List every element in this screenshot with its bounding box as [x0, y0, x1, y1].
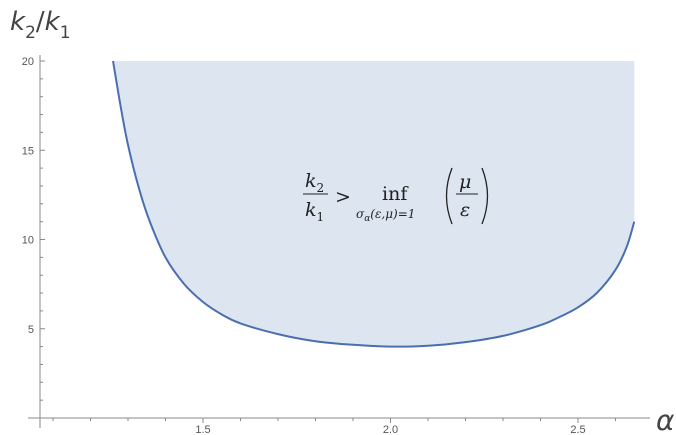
y-tick-label: 15: [22, 145, 34, 157]
y-tick-label: 20: [22, 56, 34, 68]
greater-than: >: [335, 186, 351, 208]
left-paren: [445, 167, 453, 225]
axis-ticks: 1.5 2.0 2.5 5 10 15 20: [22, 56, 616, 435]
x-tick-label: 2.0: [383, 424, 398, 435]
lhs-denominator: k1: [305, 199, 324, 224]
inf-operator: inf: [382, 183, 409, 205]
rhs-numerator: μ: [459, 171, 471, 193]
x-tick-label: 2.5: [570, 424, 585, 435]
boundary-curve: [112, 60, 636, 348]
x-tick-label: 1.5: [195, 424, 210, 435]
shaded-region: [113, 61, 635, 347]
y-tick-label: 10: [22, 235, 34, 247]
right-paren: [481, 167, 489, 225]
y-tick-label: 5: [28, 324, 34, 336]
rhs-denominator: ε: [460, 199, 470, 221]
x-axis-title: α: [656, 404, 675, 435]
lhs-numerator: k2: [305, 170, 324, 195]
y-axis-title: k2/k1: [10, 7, 71, 43]
inf-subscript: σα(ε,μ)=1: [356, 207, 415, 224]
inequality-annotation: k2 k1 > inf σα(ε,μ)=1 μ ε: [303, 167, 489, 225]
